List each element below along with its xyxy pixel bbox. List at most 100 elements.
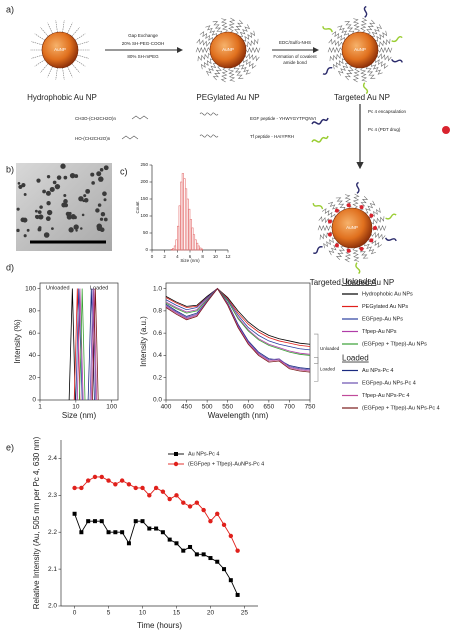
size-curve <box>90 288 98 401</box>
marker <box>120 530 125 535</box>
particle-dot <box>85 188 91 194</box>
particle-dot <box>66 214 72 220</box>
ligand <box>220 67 228 83</box>
bracket <box>314 357 319 382</box>
particle-dot <box>39 205 43 209</box>
particle-dot <box>103 165 109 171</box>
legend-heading: Loaded <box>342 354 369 363</box>
particle-dot <box>81 213 85 217</box>
marker <box>72 485 77 491</box>
drug-icon <box>442 126 450 134</box>
ligand <box>370 63 383 75</box>
particle-dot <box>103 198 107 202</box>
drug-dot <box>346 248 351 253</box>
size-curve <box>78 288 86 401</box>
marker <box>181 548 186 553</box>
ligand <box>200 58 213 70</box>
particle-dot <box>83 194 87 198</box>
ligand <box>221 18 228 33</box>
marker <box>235 592 240 597</box>
peptide-icon <box>356 181 360 194</box>
annotation: Unloaded <box>320 346 340 351</box>
ligand <box>335 197 346 210</box>
marker <box>215 511 220 516</box>
core-label: AuNP <box>222 47 234 52</box>
panel-label: b) <box>6 164 14 174</box>
particle-dot <box>36 178 41 183</box>
x-tick-label: 4 <box>176 254 179 259</box>
y-tick-label: 0.2 <box>153 374 162 381</box>
step-text: Formation of covalent <box>273 54 317 59</box>
ligand <box>71 63 80 73</box>
marker <box>188 544 193 549</box>
drug-dot <box>359 205 364 210</box>
chain <box>131 115 149 120</box>
ligand <box>360 17 368 33</box>
nanoparticle <box>341 31 379 69</box>
peptide-icon <box>355 262 361 275</box>
ligand <box>331 31 346 41</box>
y-tick-label: 60 <box>29 330 37 337</box>
ligand <box>205 25 218 37</box>
ligand <box>377 53 392 62</box>
particle-dot <box>34 214 39 219</box>
legend-label: Hydrophobic Au NPs <box>362 291 413 297</box>
peptide-icon <box>384 237 397 242</box>
y-tick-label: 0.8 <box>153 308 162 315</box>
ligand <box>317 225 333 231</box>
drug-dot <box>369 238 374 243</box>
legend-label: Tfpep-Au NPs <box>362 329 397 335</box>
drug-dot <box>346 203 351 208</box>
x-tick-label: 750 <box>305 404 316 411</box>
x-tick-label: 12 <box>225 254 231 259</box>
particle-dot <box>74 174 79 179</box>
marker <box>153 485 159 491</box>
ligand <box>344 66 354 81</box>
annotation: Unloaded <box>46 285 70 291</box>
marker <box>99 474 104 480</box>
ligand <box>196 38 211 47</box>
marker <box>113 482 118 487</box>
particle-dot <box>63 175 68 180</box>
particle-dot <box>95 208 100 213</box>
marker <box>86 519 91 524</box>
step-text: EDC/Sulfo-NHS <box>279 40 311 45</box>
ligand <box>233 66 244 79</box>
marker <box>140 485 145 491</box>
x-axis-label: Size (nm) <box>180 258 200 263</box>
particle-dot <box>38 226 42 230</box>
particle-dot <box>49 186 55 193</box>
ligand <box>353 18 360 33</box>
core-label: AuNP <box>54 47 66 52</box>
marker <box>140 519 145 524</box>
y-tick-label: 100 <box>25 285 36 292</box>
y-tick-label: 0.0 <box>153 397 162 404</box>
ligand <box>364 243 377 255</box>
ligand <box>352 193 360 209</box>
particle-dot <box>91 181 95 185</box>
size-curve <box>73 288 81 401</box>
spectrum <box>165 287 311 355</box>
ligand <box>243 30 256 42</box>
ligand <box>328 38 343 47</box>
peptide: EGF peptide - YHWYGYTPQNVI <box>250 116 316 121</box>
legend-label: (EGFpep + Tfpep)-Au NPs-Pc 4 <box>362 405 440 411</box>
y-tick-label: 0.6 <box>153 330 162 337</box>
marker <box>208 556 213 561</box>
ligand <box>337 25 350 37</box>
peptide-icon <box>312 203 324 210</box>
spectrum <box>165 287 311 356</box>
particle-dot <box>68 227 74 233</box>
ligand <box>365 66 376 79</box>
x-tick-label: 20 <box>207 610 215 617</box>
particle-dot <box>103 217 108 222</box>
ligand <box>228 67 235 82</box>
panel-labels: a) b) c) d) e) <box>6 4 128 452</box>
x-tick-label: 5 <box>107 610 111 617</box>
y-axis-label: Intensity (%) <box>13 319 22 364</box>
ligand <box>245 47 261 53</box>
ligand <box>371 216 385 225</box>
ligand <box>322 208 336 218</box>
particle-label: Targeted Au NP <box>334 93 390 102</box>
